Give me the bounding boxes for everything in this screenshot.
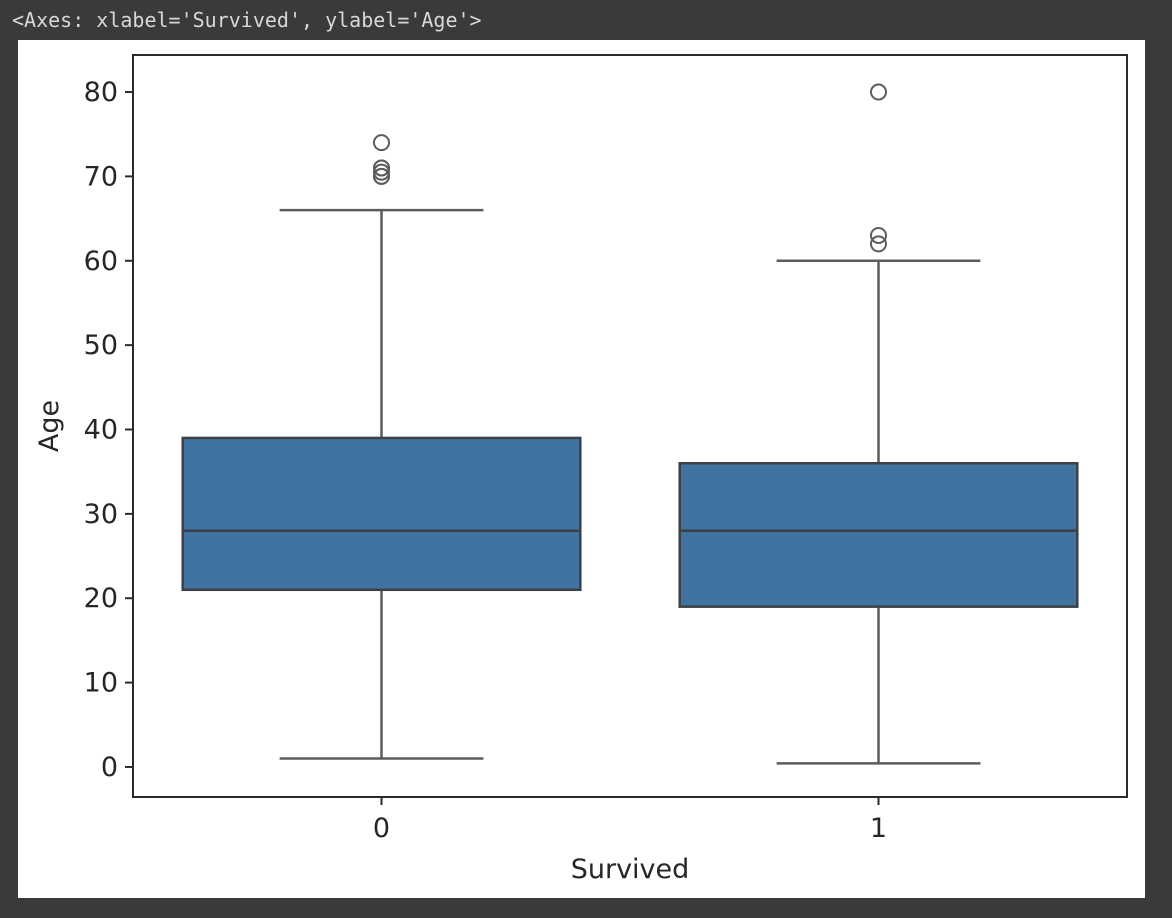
- outlier-point-0: [373, 134, 390, 152]
- y-axis-label: Age: [34, 400, 65, 452]
- x-tick-label: 0: [373, 813, 390, 844]
- outlier-point-1: [870, 226, 887, 244]
- outlier-point-0: [373, 159, 390, 177]
- y-tick-label: 60: [84, 246, 118, 277]
- axes-repr-text: <Axes: xlabel='Survived', ylabel='Age'>: [12, 8, 482, 32]
- y-tick-label: 50: [84, 330, 118, 361]
- y-tick-label: 80: [84, 77, 118, 108]
- y-tick-label: 40: [84, 415, 118, 446]
- x-axis-label: Survived: [571, 854, 690, 885]
- outlier-point-0: [373, 163, 390, 181]
- outlier-point-1: [870, 235, 887, 253]
- axes-spines: [132, 54, 1128, 798]
- matplotlib-figure: 0 10 20 30 40 50 60 70 80 0 1 Survived Age: [18, 40, 1145, 898]
- box-rect-1: [678, 461, 1079, 608]
- y-tick-label: 10: [84, 668, 118, 699]
- y-tick-label: 70: [84, 161, 118, 192]
- y-tick-label: 20: [84, 583, 118, 614]
- outlier-point-1: [870, 83, 887, 101]
- x-tick-label: 1: [870, 813, 887, 844]
- y-tick-label: 30: [84, 499, 118, 530]
- outlier-point-0: [373, 167, 390, 185]
- y-tick-label: 0: [101, 752, 118, 783]
- box-rect-0: [181, 436, 582, 592]
- boxplot-chart: 0 10 20 30 40 50 60 70 80 0 1 Survived Age: [34, 54, 1128, 885]
